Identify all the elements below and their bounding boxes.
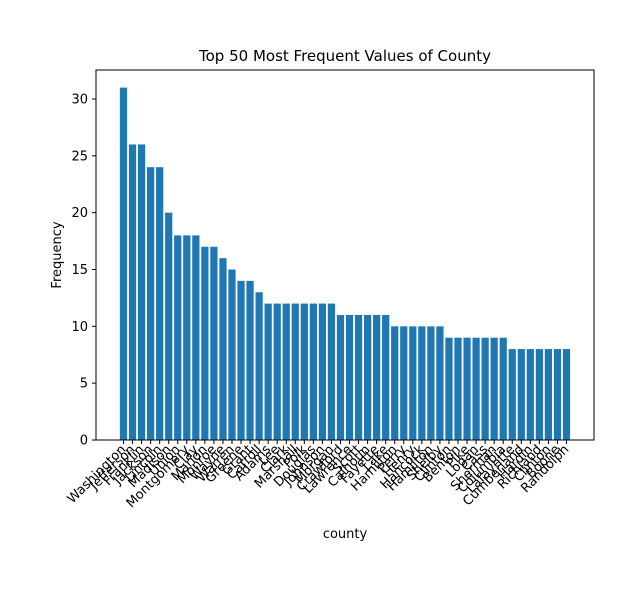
bar [264, 303, 272, 440]
bar [499, 337, 507, 440]
bar [508, 349, 516, 440]
y-tick-label: 10 [71, 320, 88, 335]
y-tick-label: 20 [71, 206, 88, 221]
bar [237, 280, 245, 440]
bar [282, 303, 290, 440]
bar [228, 269, 236, 440]
bar [219, 258, 227, 440]
bar [156, 167, 164, 440]
bar [201, 246, 209, 440]
bar [137, 144, 146, 440]
bar [391, 326, 399, 440]
plot-frame [95, 69, 595, 441]
bar [119, 87, 128, 441]
bar [427, 326, 435, 440]
chart-title: Top 50 Most Frequent Values of County [198, 47, 491, 65]
bars-group [119, 87, 571, 441]
y-tick-label: 0 [80, 434, 88, 449]
bar [445, 337, 453, 440]
x-axis-label: county [323, 527, 368, 542]
bar [183, 235, 191, 440]
bar [544, 349, 553, 440]
bar [382, 314, 390, 440]
bar [192, 235, 200, 440]
y-tick-label: 25 [71, 149, 88, 164]
bar [165, 212, 173, 440]
bar [472, 337, 480, 440]
bar [409, 326, 417, 440]
bar [526, 349, 534, 440]
bar [318, 303, 327, 440]
bar [535, 349, 543, 440]
bar [490, 337, 498, 440]
bar [562, 349, 571, 440]
y-tick-label: 5 [80, 377, 88, 392]
y-axis-label: Frequency [50, 221, 65, 288]
bar [400, 326, 408, 440]
y-tick-label: 15 [71, 263, 88, 278]
bar [309, 303, 317, 440]
bar [336, 314, 345, 440]
bar [363, 314, 372, 440]
y-axis: 0 5 10 15 20 25 30 [71, 92, 96, 449]
bar [418, 326, 426, 440]
bar [128, 144, 137, 440]
bar [210, 246, 218, 440]
bar [255, 292, 263, 440]
bar [553, 349, 562, 440]
bar [273, 303, 281, 440]
y-tick-label: 30 [71, 92, 88, 107]
x-axis: WashingtonJeffersonFranklinJacksonLincol… [65, 440, 572, 511]
bar [454, 337, 462, 440]
bar [327, 303, 336, 440]
bar [291, 303, 299, 440]
bar [373, 314, 381, 440]
bar [345, 314, 354, 440]
bar [300, 303, 308, 440]
bar [354, 314, 363, 440]
bar [436, 326, 444, 440]
bar [246, 280, 254, 440]
bar [463, 337, 471, 440]
bar [174, 235, 182, 440]
bar [481, 337, 489, 440]
bar [147, 167, 155, 440]
bar [517, 349, 525, 440]
